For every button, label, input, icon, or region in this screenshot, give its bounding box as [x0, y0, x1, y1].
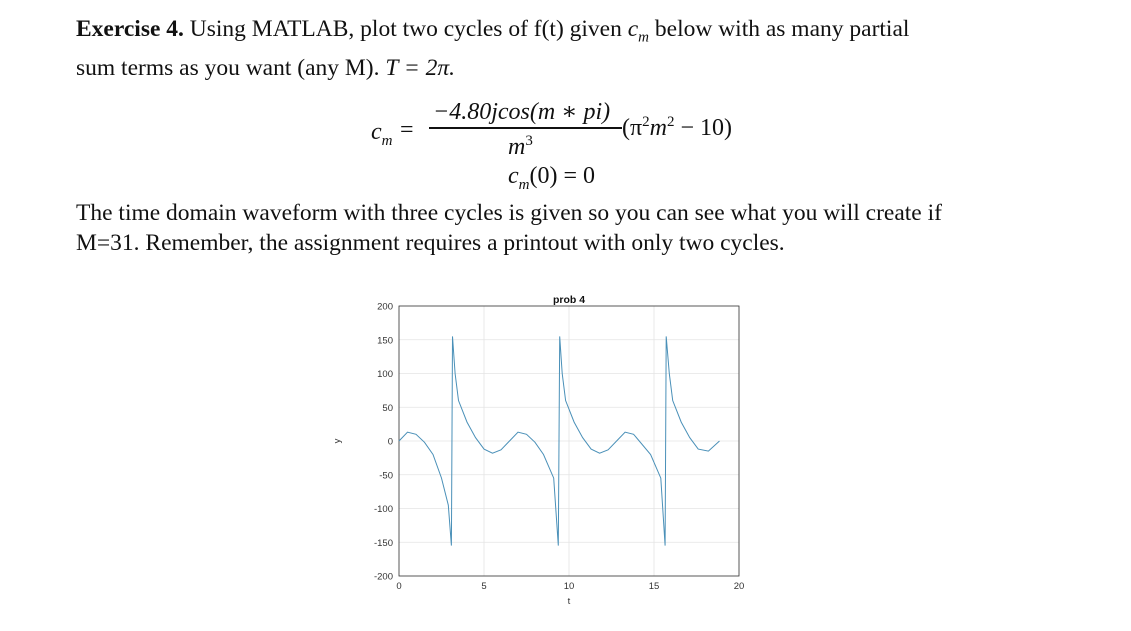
y-tick-label: -200 — [374, 572, 393, 583]
exercise-label: Exercise 4. — [76, 16, 184, 42]
chart-ticks: 0 5 10 15 20 -200 -150 -100 -50 0 50 100 150 200 — [374, 302, 744, 593]
cm-symbol: c — [627, 16, 639, 42]
y-tick-label: 100 — [377, 369, 393, 380]
exercise-line-2: sum terms as you want (any M). T = 2π. — [76, 53, 1076, 83]
exercise-text-b: below with as many partial — [649, 16, 910, 42]
period-equation: T = 2π. — [385, 54, 456, 81]
cm-subscript: m — [638, 29, 650, 46]
x-tick-label: 0 — [396, 581, 401, 592]
y-tick-label: -100 — [374, 504, 393, 515]
equation-numerator: −4.80jcos(m ∗ pi) — [433, 99, 611, 125]
equation-zero-case: cm(0) = 0 — [508, 163, 596, 193]
series-line — [398, 336, 720, 546]
x-tick-label: 10 — [564, 581, 575, 592]
y-tick-label: 200 — [377, 302, 393, 313]
y-tick-label: 0 — [388, 437, 393, 448]
y-tick-label: -50 — [379, 470, 393, 481]
y-tick-label: 50 — [382, 403, 393, 414]
exercise-text-a: Using MATLAB, plot two cycles of f(t) gi… — [189, 16, 628, 42]
x-tick-label: 20 — [734, 581, 745, 592]
chart-title: prob 4 — [553, 294, 585, 306]
chart-grid — [398, 305, 740, 577]
equation-lhs: cm — [371, 119, 393, 149]
prob4-chart: prob 4 0 5 10 15 20 -200 -150 -100 -50 0 50 100 150 2… — [332, 294, 744, 607]
equation-denominator: m3 — [508, 133, 533, 160]
y-tick-label: -150 — [374, 538, 393, 549]
y-tick-label: 150 — [377, 335, 393, 346]
exercise-line2-text: sum terms as you want (any M). — [76, 54, 386, 81]
exercise-paragraph: Exercise 4. Using MATLAB, plot two cycle… — [76, 14, 1076, 83]
description-line-1: The time domain waveform with three cycl… — [76, 200, 942, 226]
description-paragraph: The time domain waveform with three cycl… — [76, 198, 1076, 258]
y-axis-label: y — [332, 438, 343, 443]
x-tick-label: 5 — [481, 581, 486, 592]
x-tick-label: 15 — [649, 581, 660, 592]
exercise-line-1: Exercise 4. Using MATLAB, plot two cycle… — [76, 14, 1076, 53]
fraction-bar — [429, 127, 622, 129]
description-line-2: M=31. Remember, the assignment requires … — [76, 230, 785, 256]
x-axis-label: t — [568, 596, 571, 607]
equation-factor: (π2m2 − 10) — [622, 114, 732, 141]
equation-equals: = — [400, 117, 414, 143]
